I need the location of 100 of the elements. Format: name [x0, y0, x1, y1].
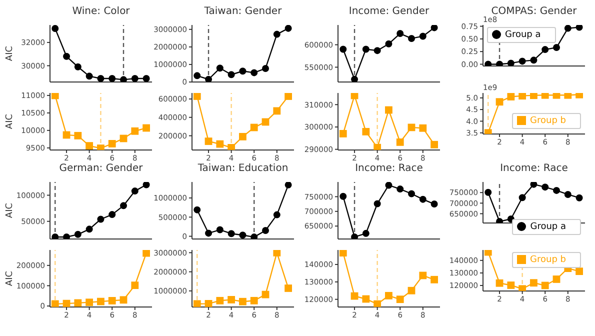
point [396, 186, 404, 193]
point [108, 75, 116, 82]
point [518, 93, 526, 100]
chart-title: Taiwan: Gender [203, 6, 283, 17]
point [507, 93, 515, 100]
point [97, 75, 104, 82]
point [385, 40, 392, 48]
point [250, 234, 258, 239]
point [74, 63, 82, 70]
legend-label: Group a [530, 222, 566, 232]
point [120, 134, 128, 142]
point [250, 296, 258, 304]
point [430, 140, 438, 148]
chart-title: German: Gender [58, 163, 144, 174]
point [374, 144, 382, 150]
point [576, 93, 583, 98]
point [216, 226, 224, 234]
point [576, 25, 583, 31]
point [262, 118, 270, 126]
point [496, 279, 504, 287]
point [530, 93, 538, 100]
legend-label: Group b [530, 116, 566, 126]
point [273, 250, 281, 256]
point [273, 211, 280, 218]
point [530, 56, 538, 64]
point [340, 192, 347, 200]
point [484, 188, 492, 196]
point [262, 64, 270, 72]
point [74, 230, 82, 238]
chart-title: Taiwan: Education [196, 163, 290, 174]
point [97, 216, 104, 223]
point [408, 190, 416, 198]
point [108, 297, 116, 304]
point [63, 52, 70, 60]
point [284, 284, 292, 292]
point [374, 200, 381, 208]
point [86, 298, 94, 306]
point [120, 202, 128, 210]
point [239, 232, 246, 239]
point [74, 132, 82, 140]
point [228, 230, 235, 238]
point [339, 130, 347, 138]
chart-title: Income: Race [354, 163, 424, 174]
point [518, 285, 526, 291]
chart-title: Income: Race [499, 163, 569, 174]
point [530, 279, 538, 287]
point [204, 138, 212, 145]
point [419, 272, 427, 280]
point [430, 276, 438, 284]
point [374, 300, 382, 307]
point [552, 93, 560, 99]
point [142, 182, 150, 188]
point [131, 75, 138, 82]
y-axis-title: AIC [5, 46, 16, 62]
y-axis-title: AIC [5, 270, 16, 286]
point [120, 296, 128, 304]
point [205, 76, 212, 82]
point [541, 282, 549, 290]
point [553, 44, 560, 52]
point [239, 68, 246, 75]
legend-label: Group b [530, 255, 566, 265]
point [262, 227, 270, 234]
point [205, 230, 212, 237]
point [430, 25, 438, 32]
point [228, 71, 235, 78]
point [484, 250, 492, 256]
point [362, 46, 370, 53]
point [362, 128, 370, 136]
y-axis-title: AIC [5, 202, 16, 218]
point [284, 182, 292, 188]
point [496, 98, 504, 106]
point [340, 46, 347, 53]
point [262, 290, 270, 298]
point [131, 188, 138, 195]
point [194, 206, 201, 214]
point [97, 298, 104, 306]
point [228, 144, 236, 150]
point [419, 196, 426, 203]
point [51, 93, 59, 100]
point [204, 300, 212, 307]
point [239, 132, 246, 140]
point [564, 190, 572, 198]
point [52, 234, 59, 239]
point [86, 142, 94, 150]
point [239, 298, 246, 306]
point [576, 194, 583, 202]
point [74, 299, 82, 307]
point [51, 300, 59, 307]
point [273, 30, 280, 38]
legend-label: Group a [505, 30, 541, 40]
point [518, 58, 526, 65]
point [408, 124, 416, 132]
point [408, 286, 416, 294]
chart-title: Wine: Color [71, 6, 131, 17]
point [142, 75, 150, 82]
point [496, 60, 504, 66]
point [362, 230, 370, 237]
point [284, 93, 292, 100]
point [542, 184, 549, 191]
point [518, 194, 526, 202]
